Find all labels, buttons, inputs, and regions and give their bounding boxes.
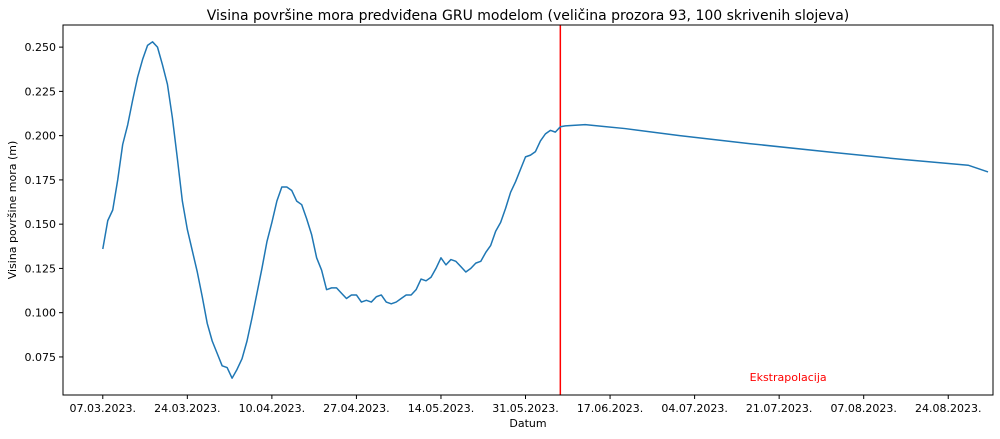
y-axis: 0.075 0.100 0.125 0.150 0.175 0.200 0.225 0.250 [25,41,63,364]
x-tick-label: 31.05.2023. [492,402,558,415]
y-tick-label: 0.125 [25,262,57,275]
plot-frame [62,24,994,396]
extrapolation-annotation: Ekstrapolacija [750,371,827,384]
series-line-0 [102,41,989,379]
x-tick-label: 24.03.2023. [154,402,220,415]
x-tick-label: 04.07.2023. [661,402,727,415]
x-axis: 07.03.2023. 24.03.2023. 10.04.2023. 27.04.2… [70,395,981,415]
y-tick-label: 0.150 [25,218,57,231]
x-tick-label: 17.06.2023. [577,402,643,415]
x-tick-label: 24.08.2023. [915,402,981,415]
x-axis-label: Datum [509,417,546,430]
y-axis-label: Visina površine mora (m) [6,141,19,280]
x-tick-label: 10.04.2023. [239,402,305,415]
x-tick-label: 14.05.2023. [408,402,474,415]
x-tick-label: 21.07.2023. [746,402,812,415]
y-tick-label: 0.225 [25,85,57,98]
x-tick-label: 07.08.2023. [830,402,896,415]
y-tick-label: 0.075 [25,351,57,364]
plot-area [63,25,993,395]
y-tick-label: 0.100 [25,307,57,320]
series-layer [102,41,989,379]
y-tick-label: 0.200 [25,130,57,143]
x-tick-label: 27.04.2023. [323,402,389,415]
y-tick-label: 0.250 [25,41,57,54]
x-tick-label: 07.03.2023. [70,402,136,415]
y-tick-label: 0.175 [25,174,57,187]
chart-title: Visina površine mora predviđena GRU mode… [207,8,850,24]
